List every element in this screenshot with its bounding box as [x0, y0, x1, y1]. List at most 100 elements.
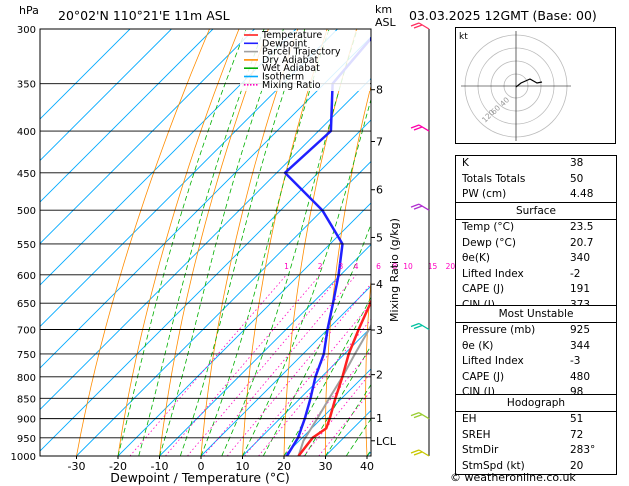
- mixing-ratio-label: 4: [354, 262, 359, 271]
- index-value: 23.5: [570, 221, 594, 233]
- legend-label: Wet Adiabat: [262, 63, 320, 74]
- index-label: StmSpd (kt): [462, 459, 525, 472]
- pressure-tick-label: 650: [17, 299, 36, 310]
- index-label: Temp (°C): [462, 221, 515, 233]
- index-row: PW (cm) 4.48: [456, 187, 616, 203]
- temperature-tick-label: 0: [198, 460, 205, 473]
- pressure-tick-label: 350: [17, 80, 36, 91]
- hodograph-table: Hodograph EH 51 SREH 72 StmDir 283° StmSpd (kt)…: [455, 394, 617, 475]
- pressure-unit-label: hPa: [19, 4, 39, 17]
- pressure-tick-label: 300: [17, 25, 36, 36]
- mixing-ratio-label: 2: [318, 262, 323, 271]
- index-value: 191: [570, 283, 591, 295]
- dry-adiabat-line: [117, 29, 240, 456]
- isotherm-line: [117, 202, 371, 456]
- dry-adiabat-line: [616, 29, 629, 456]
- wind-barb: [410, 22, 430, 30]
- index-label: Lifted Index: [462, 355, 524, 367]
- height-unit-km: km: [375, 3, 393, 16]
- wind-barb-column: [410, 22, 430, 457]
- index-value: 20.7: [570, 236, 594, 249]
- index-value: -2: [570, 267, 581, 280]
- legend-label: Temperature: [261, 30, 322, 41]
- pressure-tick-label: 750: [17, 350, 36, 361]
- index-row: θe(K) 340: [456, 251, 616, 267]
- temperature-tick-label: -10: [151, 460, 169, 473]
- wind-barb: [410, 124, 430, 132]
- datetime-title: 03.03.2025 12GMT (Base: 00): [409, 8, 597, 23]
- index-label: θe(K): [462, 252, 490, 264]
- hodograph-unit: kt: [459, 32, 468, 42]
- height-tick-label: 1: [376, 412, 383, 425]
- index-label: EH: [462, 413, 477, 425]
- index-label: θe (K): [462, 339, 494, 352]
- legend-label: Dewpoint: [262, 38, 307, 49]
- index-label: StmDir: [462, 444, 499, 456]
- dry-adiabat-line: [405, 29, 445, 456]
- index-label: Lifted Index: [462, 267, 524, 280]
- wet-adiabat-line: [159, 29, 284, 456]
- isotherm-line: [76, 160, 371, 456]
- dry-adiabat-line: [76, 29, 210, 456]
- pressure-tick-label: 900: [17, 415, 36, 426]
- index-value: 283°: [570, 444, 596, 456]
- wet-adiabat-line: [117, 29, 247, 456]
- index-value: 38: [570, 157, 584, 169]
- index-label: Totals Totals: [462, 172, 526, 185]
- index-label: Pressure (mb): [462, 324, 536, 336]
- index-value: 20: [570, 459, 584, 472]
- index-value: -3: [570, 355, 581, 367]
- temperature-tick-label: 10: [236, 460, 250, 473]
- height-unit-asl: ASL: [375, 16, 396, 29]
- index-row: CAPE (J) 191: [456, 282, 616, 298]
- wind-barb: [410, 203, 430, 211]
- isotherm-line: [159, 243, 371, 456]
- index-label: Dewp (°C): [462, 236, 516, 249]
- hodograph-trace: [515, 78, 543, 88]
- index-value: 51: [570, 413, 584, 425]
- isotherm-line: [40, 29, 338, 328]
- table-title: Hodograph: [456, 395, 616, 412]
- basic-indices-table: K 38 Totals Totals 50 PW (cm) 4.48: [455, 155, 617, 204]
- wind-barb: [410, 322, 430, 331]
- mixing-ratio-label: 8: [393, 262, 398, 271]
- pressure-tick-label: 800: [17, 373, 36, 384]
- mixing-ratio-line: [284, 349, 371, 456]
- isotherm-line: [40, 119, 371, 452]
- index-row: Lifted Index -2: [456, 267, 616, 283]
- index-row: StmDir 283°: [456, 443, 616, 459]
- mixing-ratio-line: [187, 274, 342, 456]
- isotherm-line: [40, 36, 371, 369]
- isotherm-line: [40, 29, 172, 162]
- table-title: Most Unstable: [456, 306, 616, 323]
- height-tick-label: 3: [376, 324, 383, 337]
- legend-label: Parcel Trajectory: [262, 47, 341, 58]
- height-tick-label: LCL: [376, 435, 397, 448]
- wet-adiabat-line: [179, 29, 306, 456]
- temperature-line: [297, 298, 371, 456]
- index-row: StmSpd (kt) 20: [456, 459, 616, 475]
- index-label: PW (cm): [462, 188, 507, 200]
- x-axis-title: Dewpoint / Temperature (°C): [110, 470, 289, 485]
- index-value: 925: [570, 324, 591, 336]
- isotherm-line: [40, 29, 214, 203]
- temperature-tick-label: -30: [68, 460, 86, 473]
- temperature-tick-label: 30: [319, 460, 333, 473]
- index-row: SREH 72: [456, 428, 616, 444]
- index-value: 344: [570, 339, 591, 352]
- index-value: 72: [570, 428, 584, 441]
- isotherm-line: [40, 77, 371, 411]
- index-row: Temp (°C) 23.5: [456, 220, 616, 236]
- isotherm-line: [40, 29, 131, 120]
- height-tick-label: 5: [376, 231, 383, 244]
- pressure-tick-label: 700: [17, 326, 36, 337]
- height-tick-label: 2: [376, 369, 383, 382]
- legend-label: Mixing Ratio: [262, 80, 321, 91]
- pressure-tick-label: 850: [17, 394, 36, 405]
- location-title: 20°02'N 110°21'E 11m ASL: [58, 8, 230, 23]
- index-row: K 38: [456, 156, 616, 172]
- pressure-tick-label: 1000: [11, 452, 36, 463]
- index-row: Totals Totals 50: [456, 172, 616, 188]
- isotherm-line: [200, 285, 371, 456]
- mixing-ratio-label: 6: [376, 262, 381, 271]
